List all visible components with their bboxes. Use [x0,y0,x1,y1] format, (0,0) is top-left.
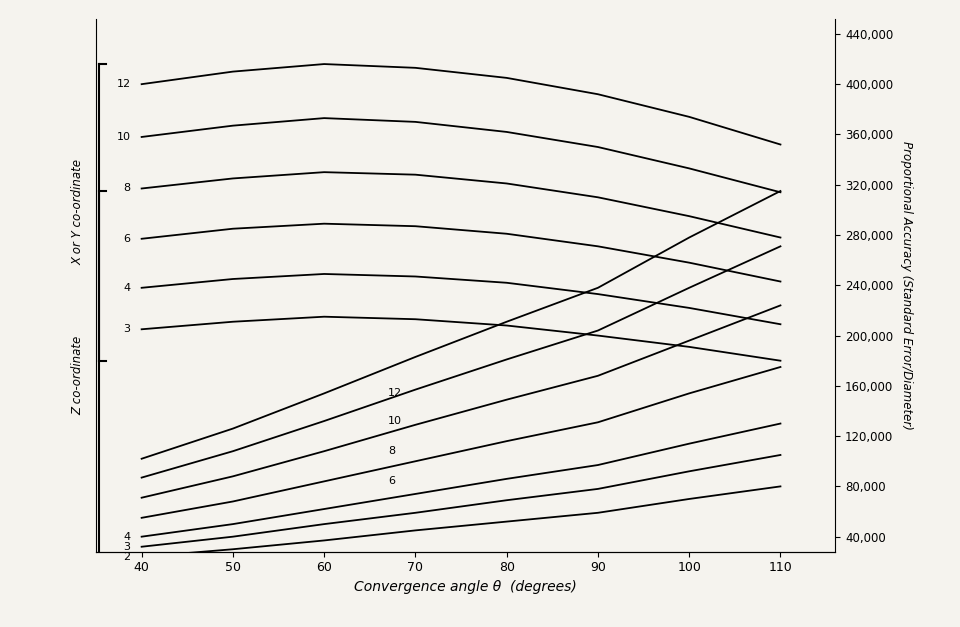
Text: 12: 12 [388,388,402,398]
Text: 6: 6 [124,234,131,244]
Text: 4: 4 [124,532,131,542]
Text: 2: 2 [124,552,131,562]
Text: 3: 3 [124,324,131,334]
Text: 12: 12 [116,79,131,89]
Y-axis label: Proportional Accuracy (Standard Error/Diameter): Proportional Accuracy (Standard Error/Di… [900,141,913,429]
Text: 4: 4 [124,283,131,293]
Text: 10: 10 [117,132,131,142]
Text: Z co-ordinate: Z co-ordinate [71,335,84,415]
X-axis label: Convergence angle θ  (degrees): Convergence angle θ (degrees) [354,580,577,594]
Text: 8: 8 [124,184,131,194]
Text: X or Y co-ordinate: X or Y co-ordinate [71,159,84,265]
Text: 3: 3 [124,542,131,552]
Text: 8: 8 [388,446,396,456]
Text: 10: 10 [388,416,402,426]
Text: 6: 6 [388,477,395,487]
